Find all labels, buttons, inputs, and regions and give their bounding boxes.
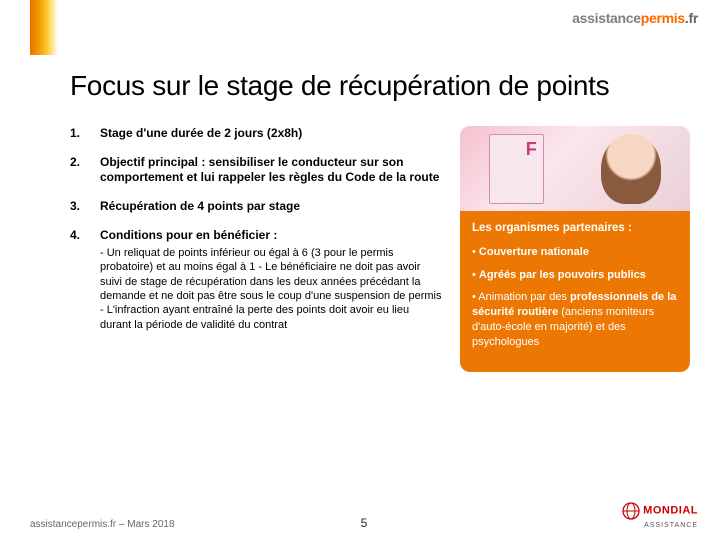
list-item-number: 1.	[70, 126, 88, 141]
content-row: 1. Stage d'une durée de 2 jours (2x8h) 2…	[70, 126, 690, 372]
list-item-text: Récupération de 4 points par stage	[100, 199, 300, 214]
brand-permis: permis	[641, 10, 685, 26]
panel-image	[460, 126, 690, 211]
list-item-number: 3.	[70, 199, 88, 214]
permit-doc-icon	[489, 134, 544, 204]
person-photo-placeholder	[601, 134, 661, 204]
brand-fr: .fr	[685, 10, 698, 26]
list-item-text: Stage d'une durée de 2 jours (2x8h)	[100, 126, 302, 141]
bullet-lead: •	[472, 246, 479, 258]
globe-icon	[622, 502, 640, 520]
slide-title: Focus sur le stage de récupération de po…	[70, 70, 690, 102]
list-item-text: Objectif principal : sensibiliser le con…	[100, 155, 442, 185]
list-item-number: 2.	[70, 155, 88, 185]
list-item-subtext: - Un reliquat de points inférieur ou éga…	[100, 246, 442, 332]
page-number: 5	[361, 516, 368, 530]
bullet-lead: •	[472, 269, 479, 281]
list-item: 1. Stage d'une durée de 2 jours (2x8h)	[70, 126, 442, 141]
numbered-list: 1. Stage d'une durée de 2 jours (2x8h) 2…	[70, 126, 442, 372]
list-item: 4. Conditions pour en bénéficier : - Un …	[70, 228, 442, 332]
panel-body: Les organismes partenaires : • Couvertur…	[460, 211, 690, 372]
list-item: 2. Objectif principal : sensibiliser le …	[70, 155, 442, 185]
accent-gradient-bar	[30, 0, 58, 55]
list-item-heading: Conditions pour en bénéficier :	[100, 228, 277, 242]
bullet-bold: Agréés par les pouvoirs publics	[479, 269, 646, 281]
mondial-logo: MONDIAL ASSISTANCE	[622, 502, 698, 530]
mondial-sub: ASSISTANCE	[644, 522, 698, 529]
list-item: 3. Récupération de 4 points par stage	[70, 199, 442, 214]
slide-root: assistancepermis.fr Focus sur le stage d…	[0, 0, 720, 540]
panel-bullet: • Agréés par les pouvoirs publics	[472, 268, 678, 283]
mondial-title: MONDIAL	[643, 505, 698, 517]
list-item-number: 4.	[70, 228, 88, 332]
bullet-bold: Couverture nationale	[479, 246, 589, 258]
bullet-lead: • Animation par des	[472, 291, 570, 303]
footer: assistancepermis.fr – Mars 2018 5 MONDIA…	[30, 502, 698, 530]
panel-bullet: • Animation par des professionnels de la…	[472, 290, 678, 349]
panel-header: Les organismes partenaires :	[472, 221, 678, 237]
list-item-text: Conditions pour en bénéficier : - Un rel…	[100, 228, 442, 332]
brand-top: assistancepermis.fr	[572, 10, 698, 26]
footer-left: assistancepermis.fr – Mars 2018	[30, 519, 175, 530]
brand-assist: assistance	[572, 10, 641, 26]
panel-bullet: • Couverture nationale	[472, 245, 678, 260]
side-panel: Les organismes partenaires : • Couvertur…	[460, 126, 690, 372]
